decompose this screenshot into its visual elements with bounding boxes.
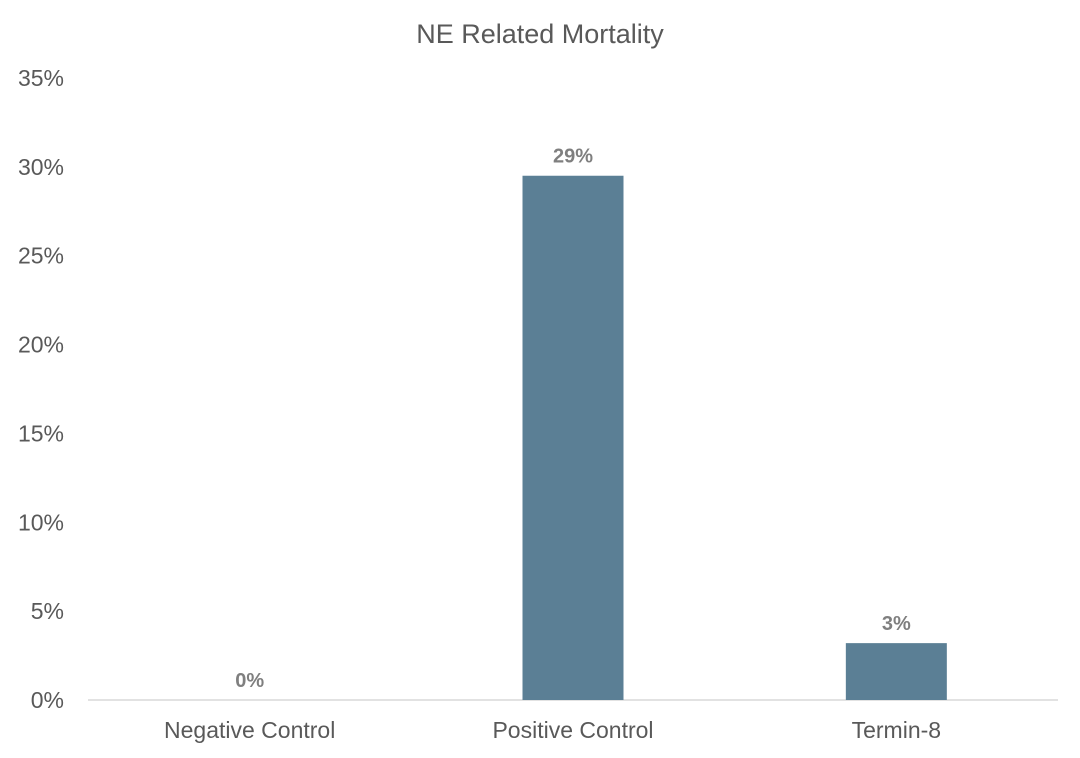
data-label: 3% [882,613,911,635]
x-category-label: Negative Control [164,717,335,743]
bars [522,175,947,700]
data-labels: 0% 29% 3% [235,146,911,692]
x-axis-labels: Negative Control Positive Control Termin-8 [164,717,941,743]
y-tick-label: 20% [18,332,64,358]
x-category-label: Positive Control [492,717,653,743]
y-tick-label: 30% [18,154,64,180]
y-tick-label: 35% [18,65,64,91]
bar [522,175,624,700]
y-tick-label: 0% [31,687,64,713]
y-tick-label: 25% [18,243,64,269]
y-tick-label: 5% [31,598,64,624]
y-axis-ticks: 0% 5% 10% 15% 20% 25% 30% 35% [18,65,64,713]
data-label: 29% [553,146,593,168]
y-tick-label: 10% [18,509,64,535]
x-category-label: Termin-8 [852,717,941,743]
bar [845,643,947,700]
data-label: 0% [235,670,264,692]
chart-title: NE Related Mortality [416,19,664,49]
y-tick-label: 15% [18,420,64,446]
